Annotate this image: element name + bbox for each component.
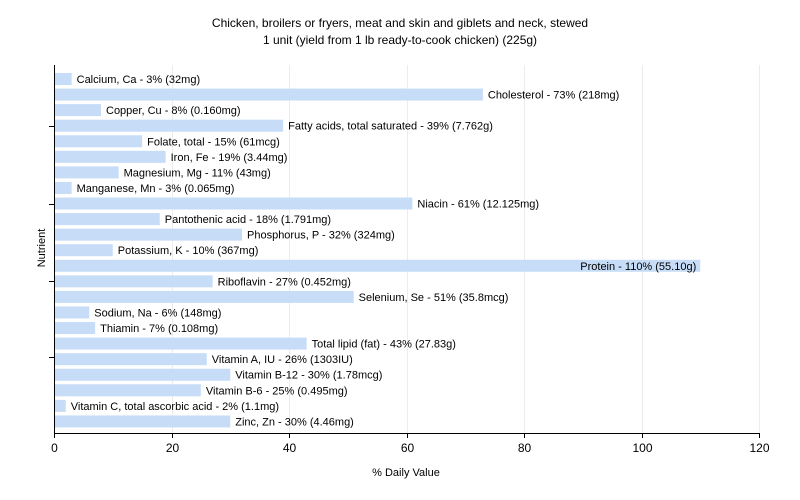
bar-label: Zinc, Zn - 30% (4.46mg) <box>235 416 354 428</box>
bar <box>55 88 483 101</box>
bar-label: Calcium, Ca - 3% (32mg) <box>77 74 200 86</box>
x-tick-label: 0 <box>51 441 58 455</box>
bar-label: Pantothenic acid - 18% (1.791mg) <box>165 214 331 226</box>
x-tick-label: 20 <box>166 441 180 455</box>
bars: Calcium, Ca - 3% (32mg) Cholesterol - 73%… <box>55 73 701 428</box>
bar-label: Copper, Cu - 8% (0.160mg) <box>106 105 241 117</box>
x-tick-label: 120 <box>749 441 769 455</box>
bar <box>55 166 119 179</box>
bar-label: Riboflavin - 27% (0.452mg) <box>218 276 351 288</box>
bar-label: Thiamin - 7% (0.108mg) <box>100 323 218 335</box>
y-axis-title: Nutrient <box>36 229 48 268</box>
bar-label: Fatty acids, total saturated - 39% (7.76… <box>288 121 493 133</box>
bar <box>55 181 72 194</box>
bar-label: Vitamin B-12 - 30% (1.78mcg) <box>235 370 382 382</box>
bar <box>55 73 72 85</box>
bar <box>55 275 213 288</box>
bar <box>55 228 242 241</box>
bar-label: Vitamin C, total ascorbic acid - 2% (1.1… <box>71 401 279 413</box>
bar-label: Protein - 110% (55.10g) <box>580 261 696 273</box>
bar-label: Vitamin B-6 - 25% (0.495mg) <box>206 385 348 397</box>
bar <box>55 150 166 163</box>
bar <box>55 415 231 428</box>
bar-label: Sodium, Na - 6% (148mg) <box>94 307 221 319</box>
chart-subtitle: 1 unit (yield from 1 lb ready-to-cook ch… <box>262 33 538 47</box>
bar-label: Cholesterol - 73% (218mg) <box>488 90 619 102</box>
bar <box>55 322 96 335</box>
bar <box>55 399 66 412</box>
axes: 0 20 40 60 80 100 120 <box>49 65 770 455</box>
bar <box>55 135 143 148</box>
bar-label: Total lipid (fat) - 43% (27.83g) <box>312 339 456 351</box>
bar <box>55 119 284 132</box>
bar <box>55 306 90 319</box>
bar <box>55 259 701 272</box>
bar-label: Selenium, Se - 51% (35.8mcg) <box>359 292 509 304</box>
bar <box>55 104 101 117</box>
bar <box>55 290 354 303</box>
bar <box>55 353 207 366</box>
bar <box>55 244 113 257</box>
x-tick-label: 60 <box>401 441 415 455</box>
bar-label: Niacin - 61% (12.125mg) <box>417 199 539 211</box>
bar-label: Magnesium, Mg - 11% (43mg) <box>124 167 271 179</box>
bar <box>55 337 307 350</box>
bar <box>55 197 413 210</box>
bar-label: Potassium, K - 10% (367mg) <box>118 245 259 257</box>
bar <box>55 368 231 381</box>
x-axis-title: % Daily Value <box>372 467 440 479</box>
bar-label: Phosphorus, P - 32% (324mg) <box>247 230 395 242</box>
x-tick-label: 100 <box>632 441 652 455</box>
bar-label: Vitamin A, IU - 26% (1303IU) <box>212 354 353 366</box>
bar-label: Manganese, Mn - 3% (0.065mg) <box>77 183 235 195</box>
bar <box>55 213 160 226</box>
bar <box>55 384 201 397</box>
bar-label: Iron, Fe - 19% (3.44mg) <box>171 152 288 164</box>
chart-title: Chicken, broilers or fryers, meat and sk… <box>211 16 589 30</box>
x-tick-label: 40 <box>283 441 297 455</box>
x-tick-label: 80 <box>518 441 532 455</box>
bar-label: Folate, total - 15% (61mcg) <box>147 136 280 148</box>
